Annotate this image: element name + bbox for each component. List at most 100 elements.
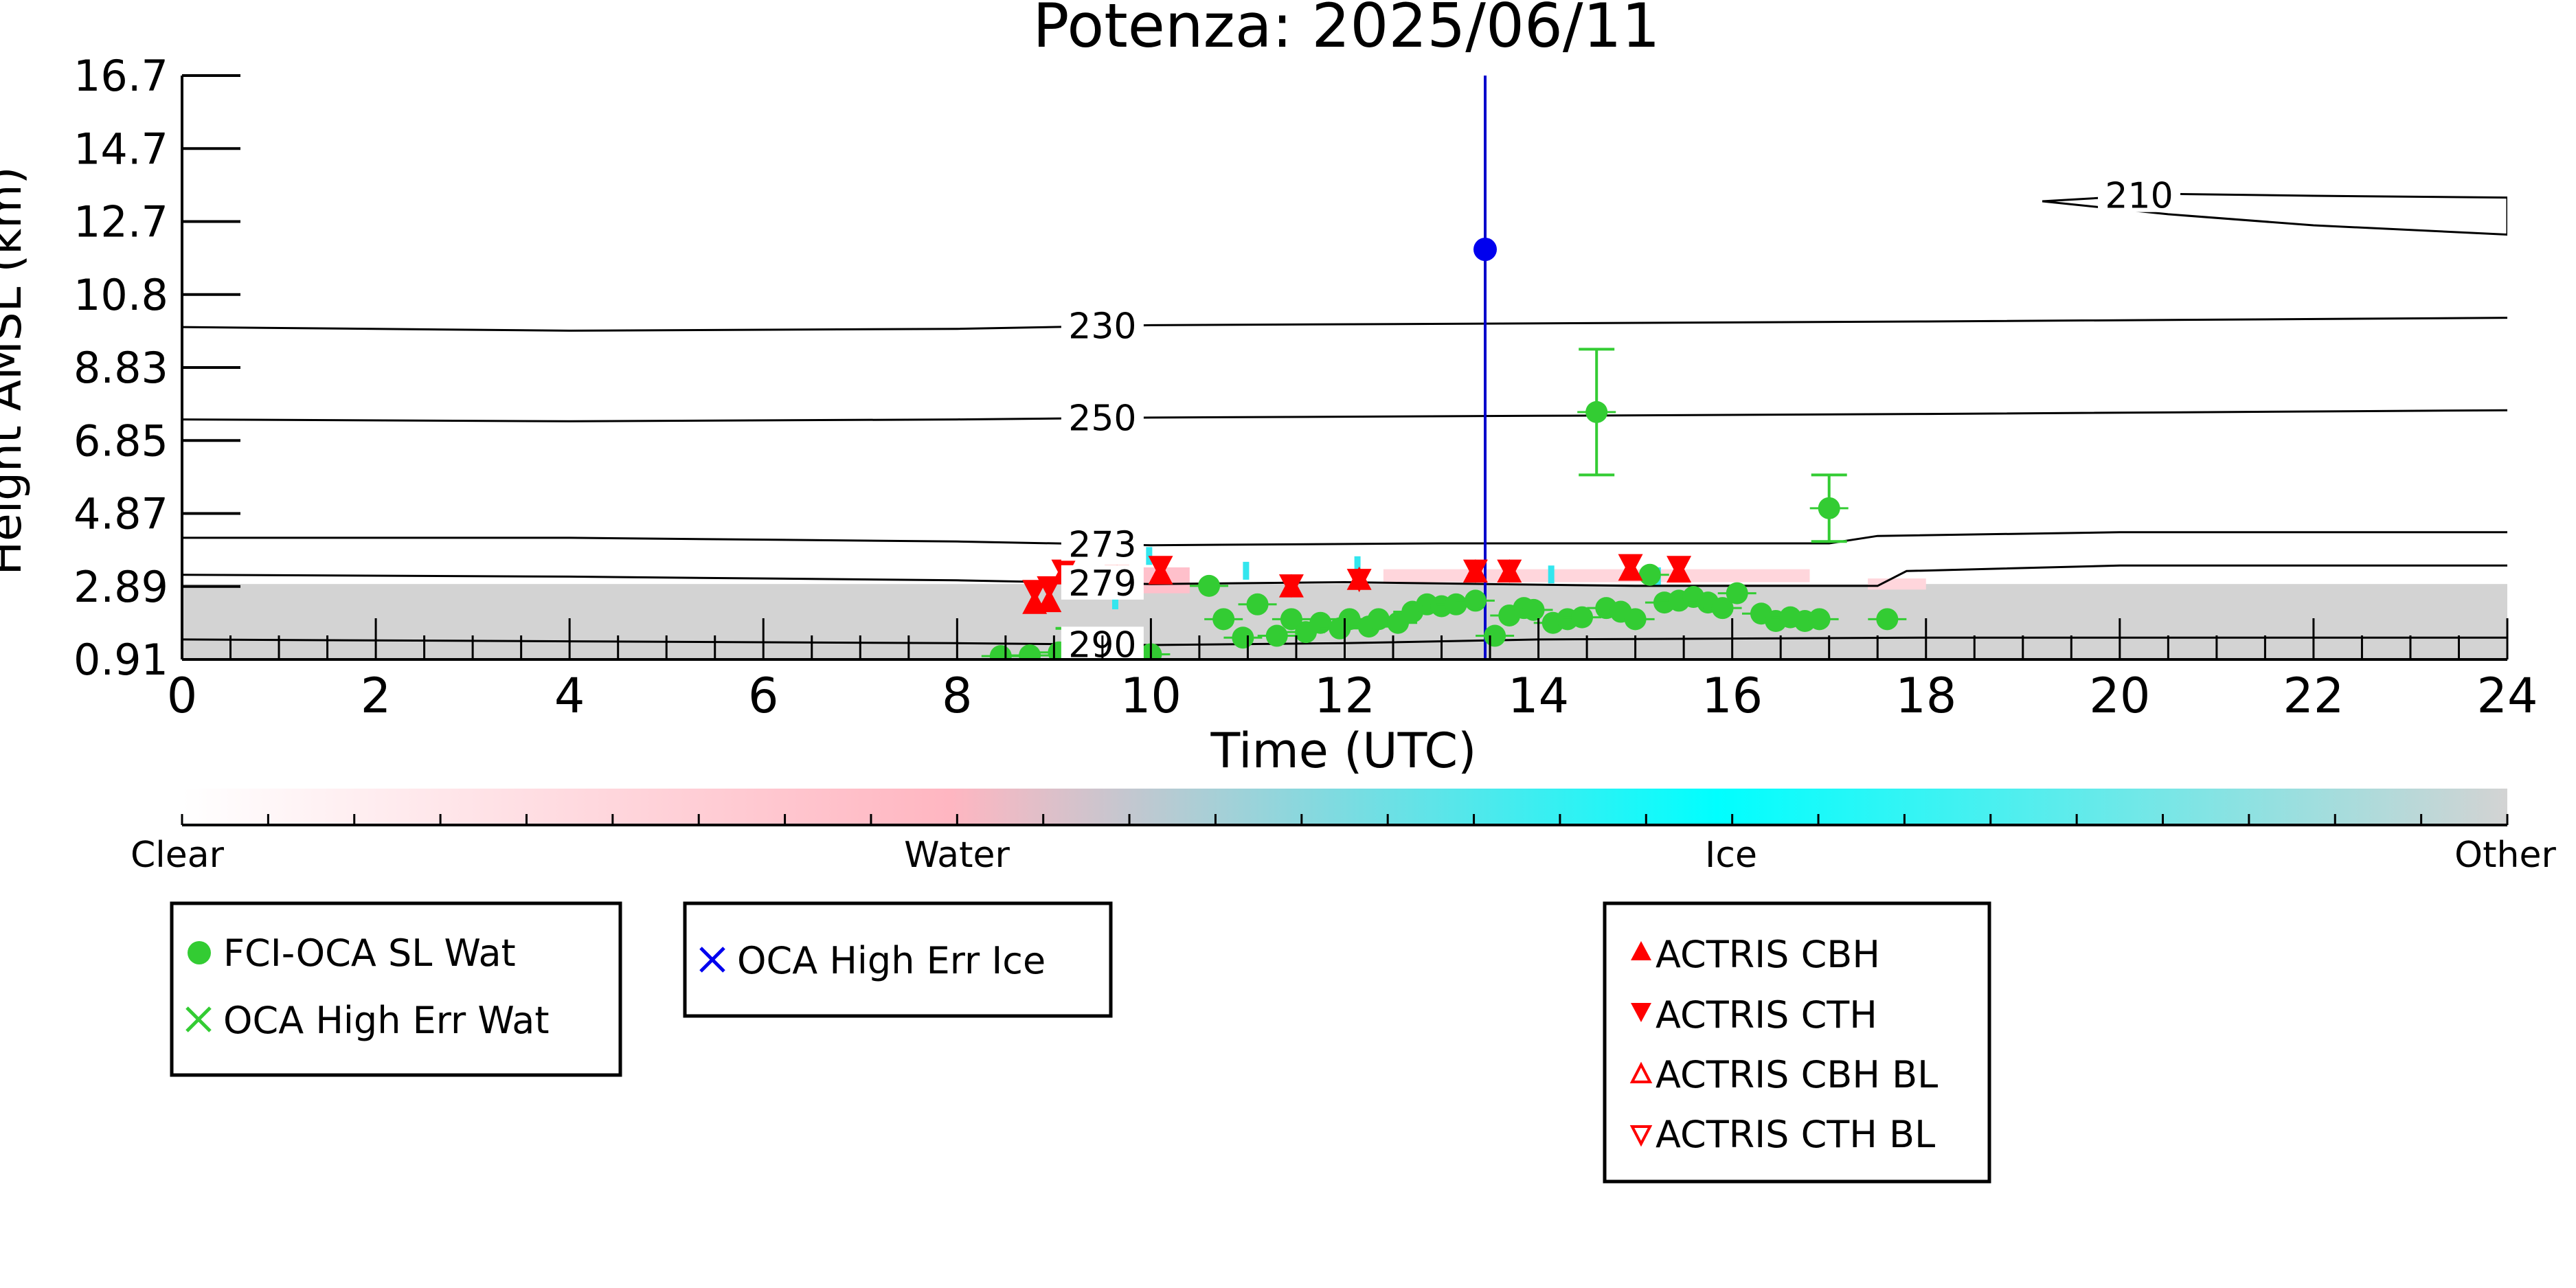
y-tick-label: 6.85: [74, 416, 168, 466]
chart-title: Potenza: 2025/06/11: [1032, 0, 1660, 61]
legend-actris-cbh-label: ACTRIS CBH: [1656, 933, 1880, 976]
cloud-mask-ice-patch: [1548, 565, 1555, 584]
point-actris-cth: [1022, 580, 1048, 604]
colorbar-label-ice: Ice: [1705, 835, 1757, 876]
x-tick-label: 16: [1702, 668, 1763, 724]
contour-label-bg: [1061, 308, 1144, 343]
contour-label-230: 230: [1068, 306, 1136, 348]
contour-label-250: 250: [1068, 398, 1136, 440]
x-tick-label: 0: [167, 668, 198, 724]
point-fci-oca-sl-wat: [1019, 644, 1041, 659]
legend-water-box: [170, 901, 622, 1077]
legend-actris-box: [1603, 901, 1991, 1184]
legend-fci-oca-sl-wat-marker: [188, 941, 211, 964]
y-tick-label: 16.7: [74, 51, 168, 101]
axes: [181, 74, 2509, 661]
point-fci-oca-sl-wat: [1232, 626, 1254, 649]
cloud-mask-ice-patch: [1243, 561, 1250, 580]
point-actris-cth: [1278, 574, 1304, 598]
point-actris-cth: [1037, 576, 1062, 600]
legend-actris-cbh-bl-label: ACTRIS CBH BL: [1656, 1053, 1938, 1096]
x-tick-label: 4: [554, 668, 585, 724]
y-tick-label: 8.83: [74, 343, 168, 393]
plot-area: [182, 76, 2507, 659]
x-tick-label: 18: [1895, 668, 1956, 724]
x-tick-label: 22: [2283, 668, 2344, 724]
cloud-mask-ice-patch: [1354, 556, 1361, 574]
legend-actris-cth-bl-marker: [1629, 1125, 1653, 1147]
x-tick-label: 6: [748, 668, 779, 724]
y-tick-label: 12.7: [74, 197, 168, 247]
data-markers: [981, 238, 1907, 659]
x-tick-label: 24: [2476, 668, 2538, 724]
point-fci-oca-sl-wat: [1585, 400, 1608, 423]
point-fci-oca-sl-wat: [1638, 563, 1661, 586]
x-tick-label: 8: [942, 668, 973, 724]
legend-actris: ACTRIS CBH ACTRIS CTH ACTRIS CBH BL ACTR…: [1603, 901, 1991, 1184]
point-fci-oca-sl-wat: [1445, 593, 1467, 615]
contour-250: [182, 409, 2507, 422]
contour-label-210: 210: [2105, 176, 2173, 217]
legend-actris-cth-marker: [1631, 1003, 1651, 1022]
cloud-mask-ice-patch: [1112, 591, 1118, 609]
contour-230: [182, 317, 2507, 332]
legend-oca-high-err-wat-label: OCA High Err Wat: [223, 999, 550, 1042]
colorbar-ticks: [181, 814, 2509, 825]
legend-actris-cth-bl-label: ACTRIS CTH BL: [1656, 1113, 1935, 1156]
contour-label-bg: [1061, 526, 1144, 561]
legend-ice-box: [683, 901, 1113, 1018]
point-fci-oca-sl-wat: [1484, 624, 1506, 647]
point-fci-oca-sl-wat: [1464, 589, 1487, 612]
legend-ice: OCA High Err Ice: [683, 901, 1113, 1018]
point-fci-oca-sl-wat: [1818, 497, 1840, 519]
point-actris-cth: [1346, 569, 1372, 593]
cloud-mask-water-patch: [1868, 578, 1926, 590]
point-actris-cbh: [1037, 589, 1062, 613]
point-fci-oca-sl-wat: [1198, 574, 1221, 597]
point-fci-oca-sl-wat: [1522, 598, 1545, 621]
contour-label-273: 273: [1068, 524, 1136, 565]
y-tick-label: 14.7: [74, 124, 168, 174]
x-tick-label: 20: [2089, 668, 2150, 724]
point-fci-oca-sl-wat: [1309, 611, 1332, 634]
point-fci-oca-sl-wat: [1280, 608, 1302, 631]
x-tick-label: 12: [1314, 668, 1375, 724]
legend-water: FCI-OCA SL Wat OCA High Err Wat: [170, 901, 622, 1077]
x-tick-labels: 0 2 4 6 8 10 12 14 16 18 20 22 24: [167, 668, 2538, 724]
y-tick-label: 4.87: [74, 489, 168, 539]
point-fci-oca-sl-wat: [1246, 593, 1269, 615]
legend-actris-cth-label: ACTRIS CTH: [1656, 993, 1877, 1037]
point-actris-cth: [1667, 556, 1692, 580]
point-actris-cth: [1618, 554, 1643, 578]
legend-oca-high-err-ice-marker: [699, 947, 725, 973]
point-fci-oca-sl-wat: [1876, 608, 1899, 631]
y-axis-label: Height AMSL (km): [0, 167, 32, 576]
colorbar-gradient: [182, 789, 2507, 825]
legend-oca-high-err-wat-marker: [185, 1006, 212, 1032]
x-axis-label: Time (UTC): [1210, 723, 1477, 779]
x-tick-label: 10: [1120, 668, 1182, 724]
legend-oca-high-err-ice-label: OCA High Err Ice: [737, 939, 1046, 982]
colorbar-label-other: Other: [2454, 835, 2556, 876]
point-fci-oca-sl-wat: [1212, 608, 1235, 631]
colorbar-label-clear: Clear: [131, 835, 225, 876]
x-tick-label: 14: [1508, 668, 1569, 724]
point-fci-oca-sl-wat: [1808, 608, 1831, 631]
point-actris-cth: [1462, 559, 1488, 583]
y-tick-labels: 0.91 2.89 4.87 6.85 8.83 10.8 12.7 14.7 16.7: [74, 51, 168, 685]
contour-210: [2042, 192, 2507, 236]
contour-label-279: 279: [1068, 563, 1136, 605]
y-tick-label: 2.89: [74, 562, 168, 612]
point-fci-oca-sl-wat: [989, 645, 1012, 659]
legend-actris-cbh-marker: [1631, 941, 1651, 960]
contour-279: [182, 564, 2507, 587]
y-tick-label: 0.91: [74, 635, 168, 685]
colorbar: Clear Water Ice Other: [131, 789, 2556, 876]
colorbar-label-water: Water: [904, 835, 1010, 876]
point-oca-high-err-ice: [1473, 238, 1498, 262]
point-actris-cth: [1148, 556, 1173, 580]
point-fci-oca-sl-wat: [1726, 582, 1748, 605]
point-fci-oca-sl-wat: [1624, 608, 1647, 631]
contour-273: [182, 531, 2507, 547]
